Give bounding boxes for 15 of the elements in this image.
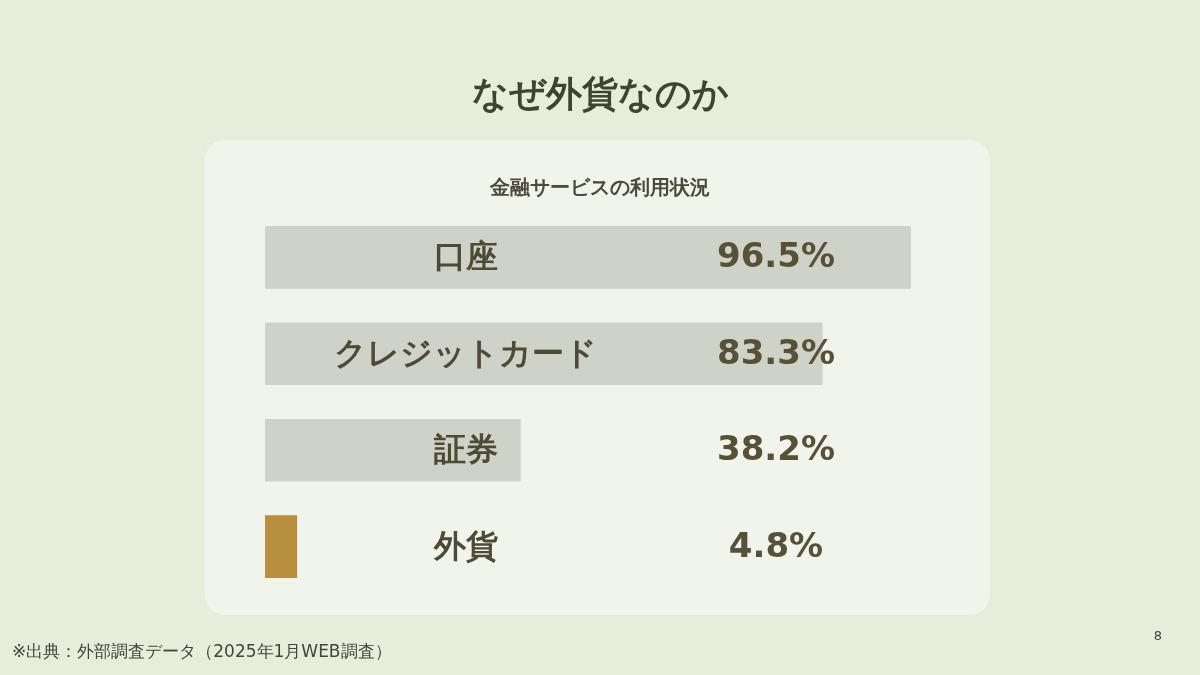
bar bbox=[265, 515, 298, 578]
chart-title: なぜ外貨なのか bbox=[470, 72, 730, 116]
y-tick-label: 証券 bbox=[432, 430, 498, 469]
data-label: 38.2% bbox=[717, 428, 835, 469]
data-label: 83.3% bbox=[717, 331, 835, 372]
text: 8 bbox=[1153, 628, 1162, 643]
y-tick-label: クレジットカード bbox=[334, 333, 597, 372]
chart-subtitle: 金融サービスの利用状況 bbox=[489, 175, 710, 199]
text: ※出典：外部調査データ（2025年1月WEB調査） bbox=[12, 640, 392, 663]
data-label: 96.5% bbox=[717, 235, 835, 276]
y-tick-label: 口座 bbox=[433, 237, 498, 276]
data-label: 4.8% bbox=[728, 524, 824, 565]
y-tick-label: 外貨 bbox=[432, 526, 498, 565]
bar bbox=[265, 226, 911, 289]
bar bbox=[265, 418, 521, 482]
